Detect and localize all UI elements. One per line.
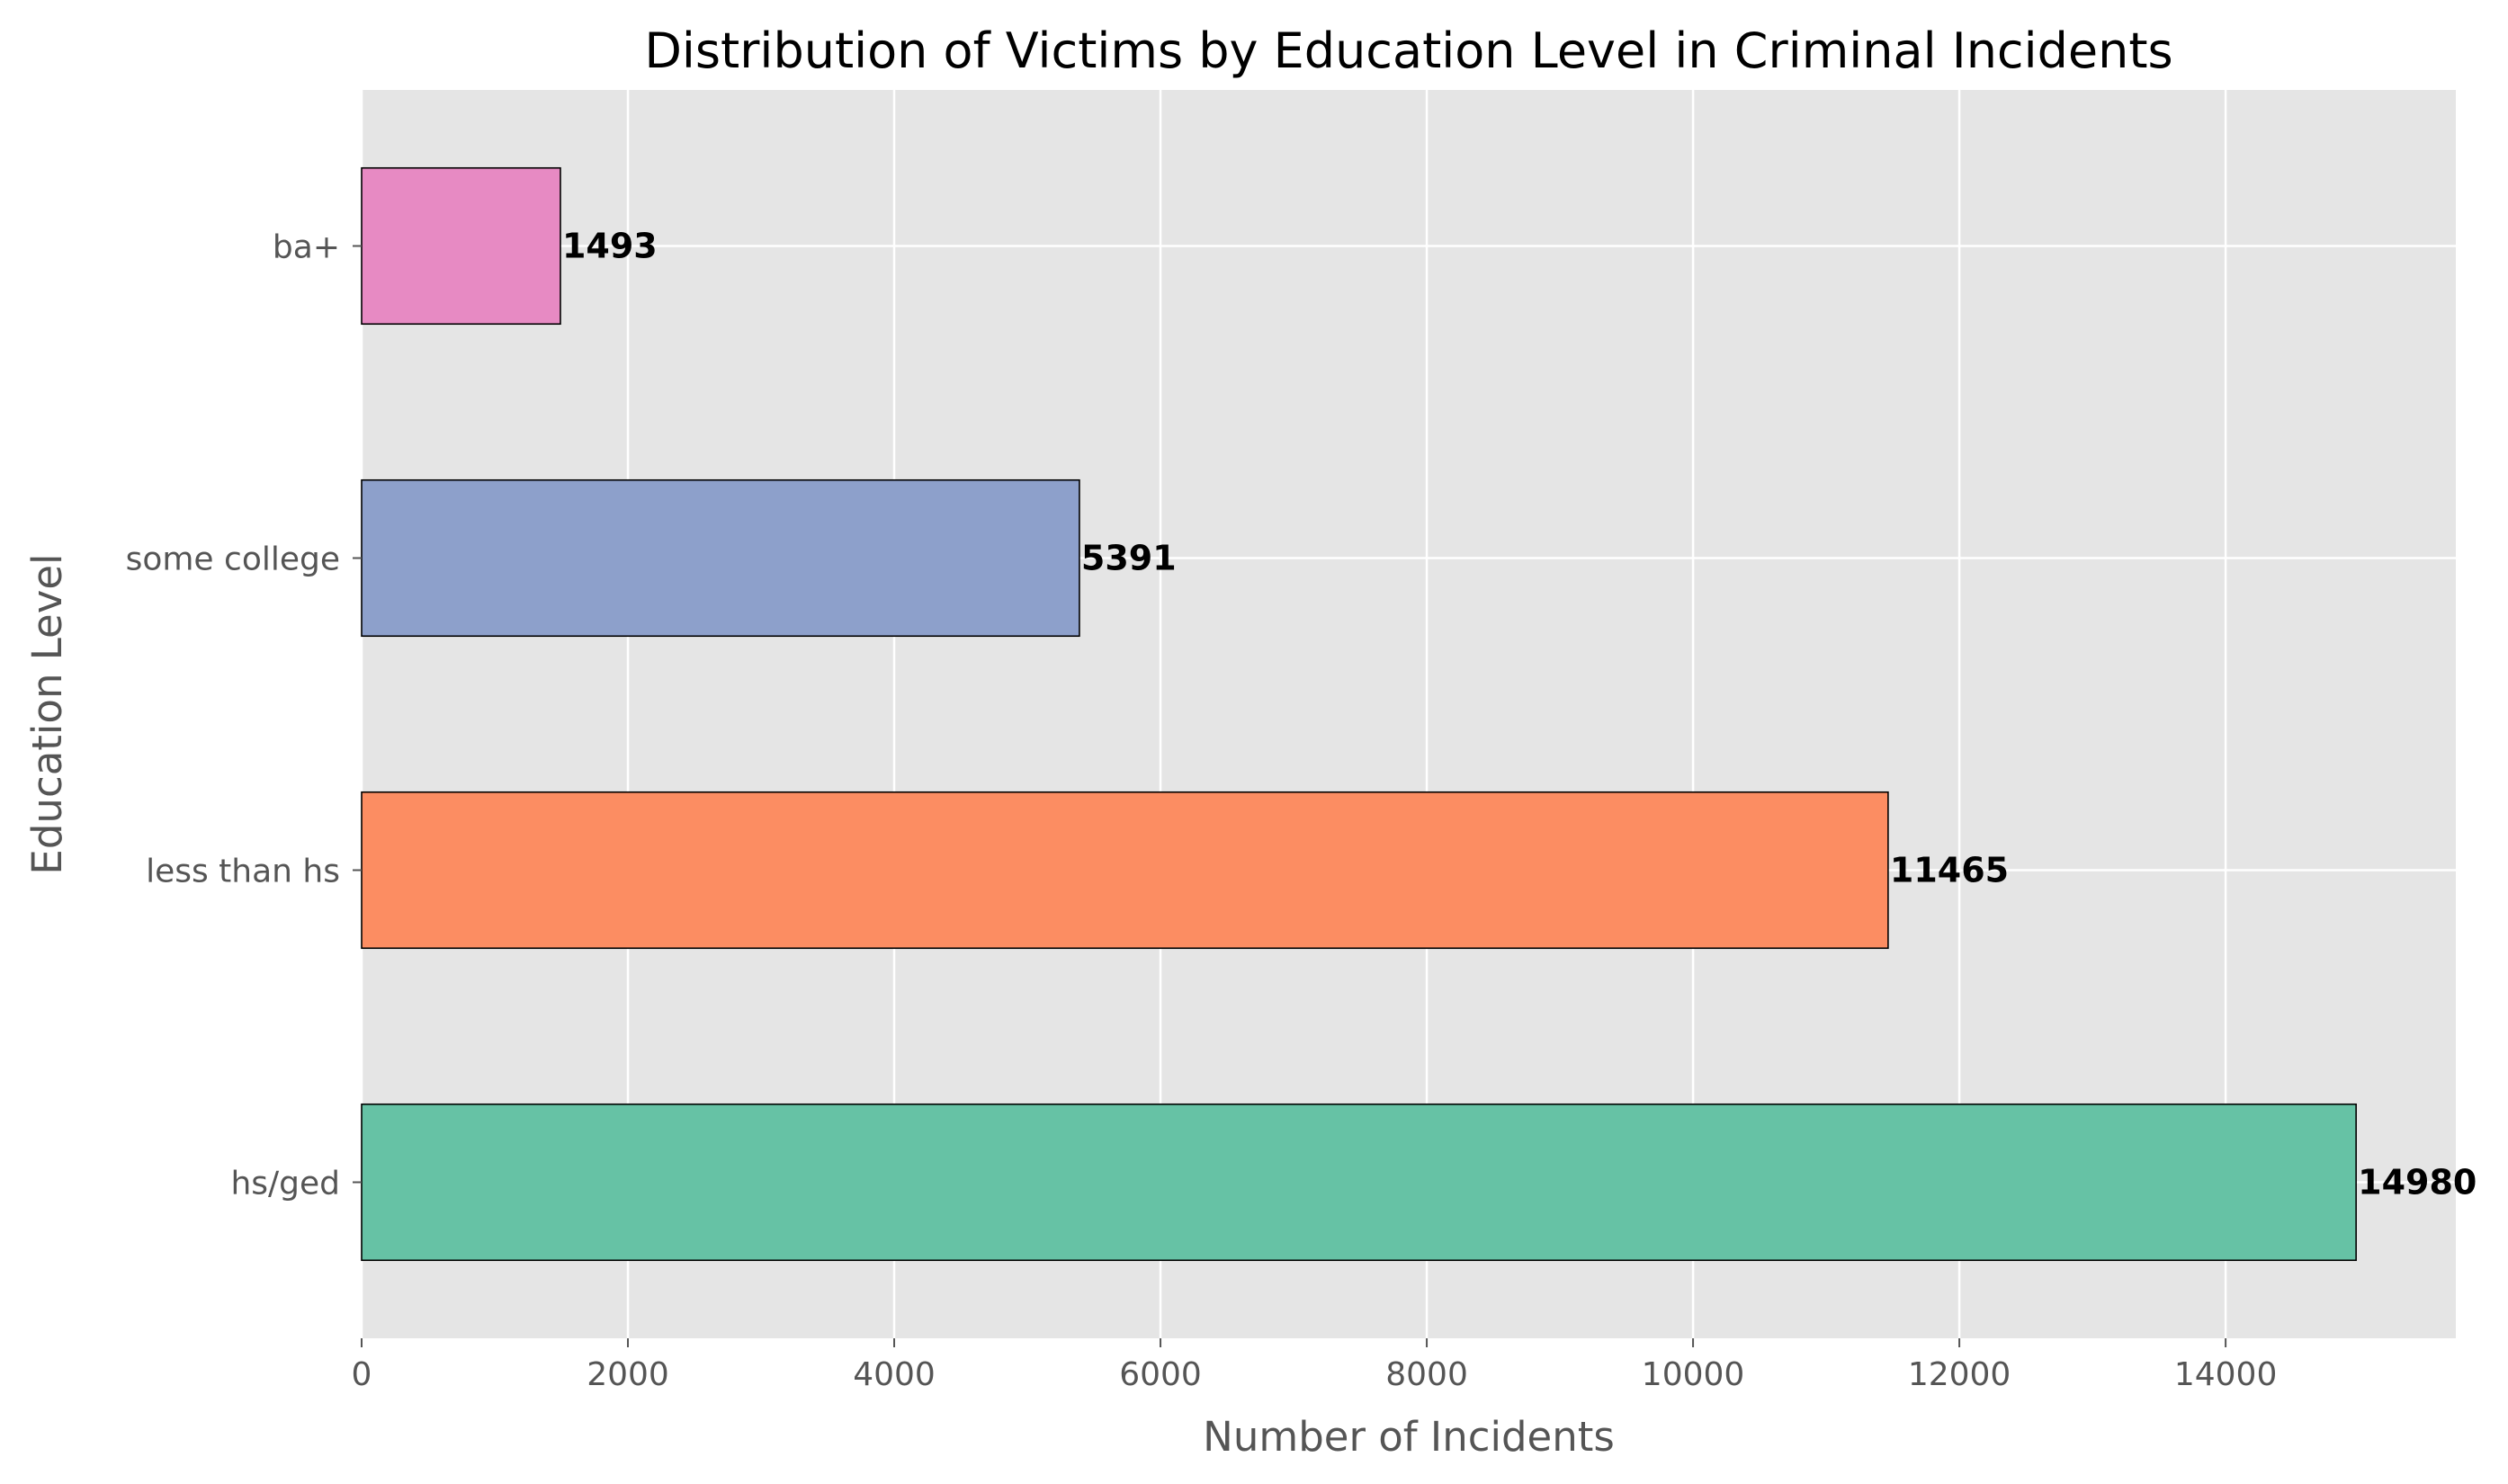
bars [361, 166, 2357, 1262]
bar-less-than-hs [361, 791, 1889, 950]
y-tick-label: some college [126, 541, 340, 578]
y-tick-label: less than hs [146, 854, 340, 890]
bar-some-college [361, 478, 1080, 638]
x-tick-label: 10000 [1642, 1356, 1745, 1393]
x-tick-label: 0 [352, 1356, 372, 1393]
y-tick-label: ba+ [273, 229, 340, 266]
x-axis-label: Number of Incidents [1203, 1413, 1615, 1461]
data-label: 14980 [2358, 1163, 2477, 1202]
x-tick-label: 4000 [853, 1356, 936, 1393]
x-tick-label: 8000 [1385, 1356, 1468, 1393]
x-tick-label: 6000 [1119, 1356, 1202, 1393]
bar-hs-ged [361, 1103, 2357, 1262]
x-tick-label: 14000 [2174, 1356, 2278, 1393]
axis-ticks: 0 2000 4000 6000 8000 10000 12000 14000 hs/ged le… [126, 229, 2278, 1394]
x-tick-label: 12000 [1908, 1356, 2011, 1393]
data-label: 1493 [562, 227, 658, 266]
data-label: 5391 [1081, 539, 1177, 578]
y-tick-label: hs/ged [230, 1166, 340, 1202]
data-label: 11465 [1890, 851, 2009, 890]
chart-title: Distribution of Victims by Education Lev… [644, 22, 2172, 79]
bar-ba [361, 166, 561, 326]
y-axis-label: Education Level [23, 553, 71, 874]
x-tick-label: 2000 [587, 1356, 669, 1393]
data-labels: 14980 11465 5391 1493 [562, 227, 2477, 1202]
